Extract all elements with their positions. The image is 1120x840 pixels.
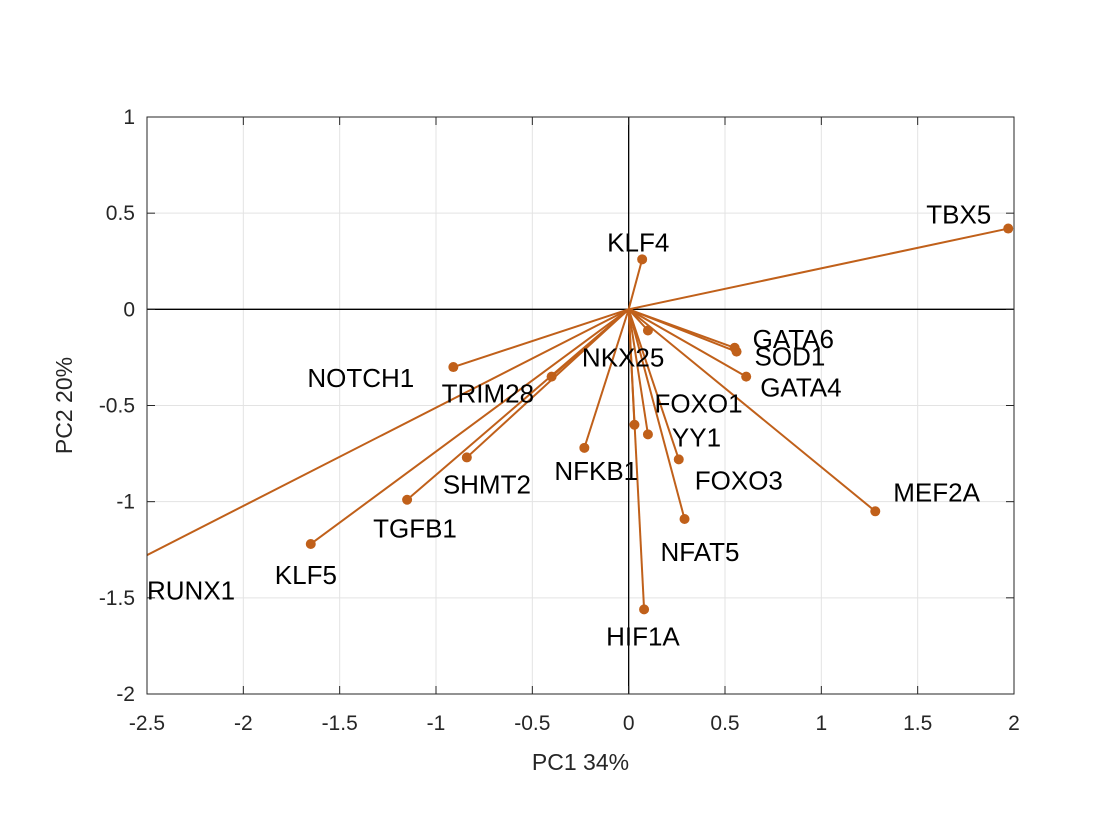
label-trim28: TRIM28: [442, 379, 534, 409]
vector-nfat5: [627, 309, 686, 520]
label-runx1: RUNX1: [147, 576, 235, 606]
point-mef2a: [870, 506, 881, 517]
point-tbx5: [1003, 223, 1014, 234]
vector-foxo3: [627, 309, 680, 460]
vector-gata4: [628, 308, 747, 378]
vector-tgfb1: [406, 308, 630, 501]
y-axis-label: PC2 20%: [51, 357, 77, 454]
vector-hif1a: [627, 309, 646, 610]
y-tick-label: -1.5: [99, 587, 135, 610]
y-tick-label: 0.5: [106, 202, 135, 225]
tick-labels: -2.5 -2 -1.5 -1 -0.5 0 0.5 1 1.5 2 -2 -1.5 -1 -0.5 0 0.…: [99, 106, 1020, 735]
vectors: [147, 223, 1014, 615]
label-hif1a: HIF1A: [606, 621, 680, 651]
point-shmt2: [461, 452, 472, 463]
x-tick-label: 2: [1008, 712, 1020, 735]
point-sod1: [731, 346, 742, 357]
label-tbx5: TBX5: [926, 200, 991, 230]
label-nfkb1: NFKB1: [554, 456, 638, 486]
point-nfat5: [679, 513, 690, 524]
label-yy1: YY1: [672, 422, 721, 452]
point-yy1: [642, 429, 653, 440]
label-gata4: GATA4: [760, 373, 841, 403]
x-tick-label: -2.5: [129, 712, 165, 735]
point-notch1: [448, 362, 459, 373]
y-tick-label: 1: [123, 106, 135, 129]
vector-tbx5: [628, 227, 1009, 311]
label-shmt2: SHMT2: [443, 469, 531, 499]
x-tick-label: 1.5: [903, 712, 932, 735]
label-gata6: GATA6: [753, 324, 834, 354]
label-mef2a: MEF2A: [893, 477, 980, 507]
label-klf4: KLF4: [607, 227, 669, 257]
y-tick-label: 0: [123, 298, 135, 321]
vector-runx1: [147, 308, 630, 557]
point-hif1a: [639, 604, 650, 615]
x-tick-label: 1: [815, 712, 827, 735]
y-tick-label: -2: [116, 683, 135, 706]
x-tick-label: -0.5: [514, 712, 550, 735]
vector-notch1: [453, 308, 629, 368]
label-klf5: KLF5: [275, 560, 337, 590]
point-gata4: [741, 371, 752, 382]
vector-mef2a: [628, 308, 876, 513]
point-tgfb1: [402, 494, 413, 505]
x-tick-label: -1.5: [322, 712, 358, 735]
point-foxo3: [673, 454, 684, 465]
x-axis-label: PC1 34%: [532, 749, 629, 775]
vector-nfkb1: [583, 309, 630, 449]
x-tick-label: 0: [623, 712, 635, 735]
vector-klf4: [627, 259, 644, 310]
label-foxo3: FOXO3: [695, 465, 783, 495]
point-klf4: [637, 254, 648, 265]
label-nfat5: NFAT5: [661, 537, 740, 567]
label-nkx25: NKX25: [582, 342, 664, 372]
vector-yy1: [627, 309, 649, 435]
vector-sod1: [628, 308, 737, 353]
label-notch1: NOTCH1: [307, 363, 414, 393]
zero-axes: [147, 117, 1014, 694]
x-tick-label: 0.5: [710, 712, 739, 735]
x-tick-label: -2: [234, 712, 253, 735]
label-sod1: SOD1: [755, 342, 826, 372]
y-tick-label: -1: [116, 491, 135, 514]
point-nfkb1: [579, 442, 590, 453]
y-tick-label: -0.5: [99, 395, 135, 418]
vector-klf5: [310, 308, 630, 545]
label-tgfb1: TGFB1: [373, 514, 457, 544]
x-tick-label: -1: [427, 712, 446, 735]
label-foxo1: FOXO1: [654, 389, 742, 419]
vector-shmt2: [466, 308, 630, 459]
point-klf5: [305, 538, 316, 549]
